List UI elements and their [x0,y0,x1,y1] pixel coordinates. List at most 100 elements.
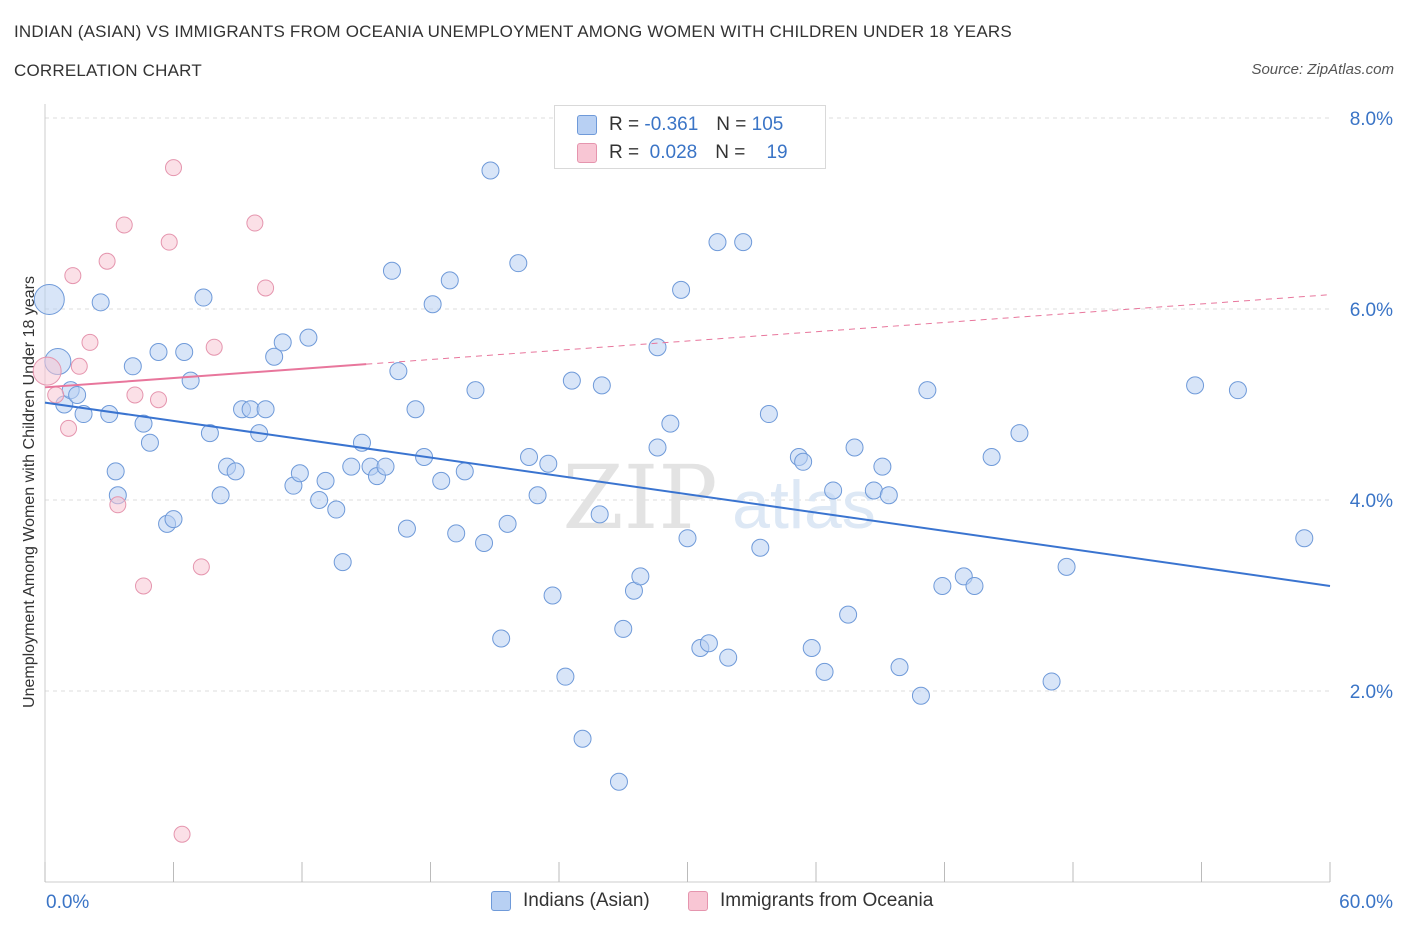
data-point-oceania [150,391,168,409]
series-label: Indians (Asian) [523,890,650,911]
data-point-indians [475,533,494,552]
data-point-oceania [109,496,127,514]
data-point-indians [406,400,425,419]
data-point-indians [140,433,159,452]
data-point-indians [890,658,909,677]
y-tick-label: 8.0% [1350,109,1393,130]
data-point-indians [194,288,213,307]
data-point-oceania [257,279,275,297]
data-point-indians [498,514,517,533]
data-point-indians [290,464,309,483]
legend-n-value: 19 [766,142,788,163]
data-point-indians [845,438,864,457]
data-point-oceania [205,338,223,356]
data-point-indians [273,333,292,352]
data-point-indians [447,524,466,543]
trend-layer [44,294,1331,587]
data-point-indians [175,342,194,361]
data-point-oceania [47,386,65,404]
data-point-indians [631,567,650,586]
data-point-oceania [126,386,144,404]
data-point-indians [543,586,562,605]
data-point-indians [455,462,474,481]
legend-n-value: 105 [751,114,784,135]
data-point-indians [256,400,275,419]
data-point-indians [1295,529,1314,548]
data-point-indians [310,491,329,509]
data-point-oceania [135,577,153,595]
source-label: Source: ZipAtlas.com [1251,61,1394,78]
chart-subtitle: CORRELATION CHART [14,61,202,80]
tick-label-layer: 2.0% 4.0% 6.0% 8.0% 0.0% 60.0% [46,109,1393,913]
data-point-indians [982,448,1001,467]
series-swatch-blue [491,891,511,911]
data-point-indians [879,486,898,505]
data-point-indians [492,629,511,648]
y-tick-label: 6.0% [1350,300,1393,321]
legend-row-indians: R = -0.361 N = 105 [577,113,783,137]
data-point-oceania [160,233,178,251]
legend-row-oceania: R = 0.028 N = 19 [577,141,788,165]
y-tick-label: 4.0% [1350,491,1393,512]
data-point-indians [164,510,183,529]
data-point-indians [200,424,219,443]
legend-swatch-blue [577,115,597,135]
data-point-indians [933,576,952,595]
data-point-oceania [246,214,264,232]
data-point-indians [864,481,883,500]
data-point-oceania [81,333,99,351]
data-point-indians [68,385,87,404]
data-point-indians [226,462,245,481]
data-point-indians [423,295,442,314]
data-point-indians [672,280,691,299]
data-point-indians [181,371,200,390]
data-point-indians [661,414,680,433]
data-point-indians [327,500,346,519]
data-point-oceania [70,357,88,375]
data-point-indians [839,605,858,624]
data-point-indians [74,405,93,424]
data-point-indians [376,457,395,476]
data-point-indians [100,405,119,424]
data-point-indians [211,486,230,505]
legend-n-label: N = [715,142,746,163]
data-point-indians [751,538,770,557]
data-point-indians [520,448,539,467]
data-point-indians [678,529,697,548]
data-point-indians [134,414,153,433]
data-point-indians [592,376,611,395]
data-point-indians [802,639,821,658]
data-point-indians [556,667,575,686]
data-point-oceania [64,267,82,285]
data-point-indians [824,481,843,500]
data-point-oceania [173,825,191,843]
correlation-legend: R = -0.361 N = 105 R = 0.028 N = 19 [554,105,826,169]
data-point-indians [734,233,753,252]
data-point-indians [609,772,628,791]
data-point-indians [389,362,408,381]
x-tick-label: 0.0% [46,892,89,913]
y-tick-label: 2.0% [1350,682,1393,703]
data-point-indians [106,462,125,481]
trend-line-oceania [44,363,367,389]
data-point-indians [342,457,361,476]
legend-r-label: R = [609,114,640,135]
data-point-indians [123,357,142,376]
data-point-indians [759,405,778,424]
data-point-indians [1228,381,1247,400]
data-point-indians [440,271,459,290]
data-point-indians [699,634,718,653]
data-point-indians [265,347,284,366]
data-point-indians [1042,672,1061,691]
data-point-oceania [60,419,78,437]
data-point-indians [965,576,984,595]
data-point-indians [432,471,451,490]
data-point-indians [562,371,581,390]
series-swatch-pink [688,891,708,911]
legend-n-label: N = [716,114,747,135]
data-point-indians [815,662,834,681]
data-point-indians [382,261,401,280]
data-point-indians [648,338,667,357]
data-point-indians [397,519,416,538]
data-point-oceania [165,159,182,177]
